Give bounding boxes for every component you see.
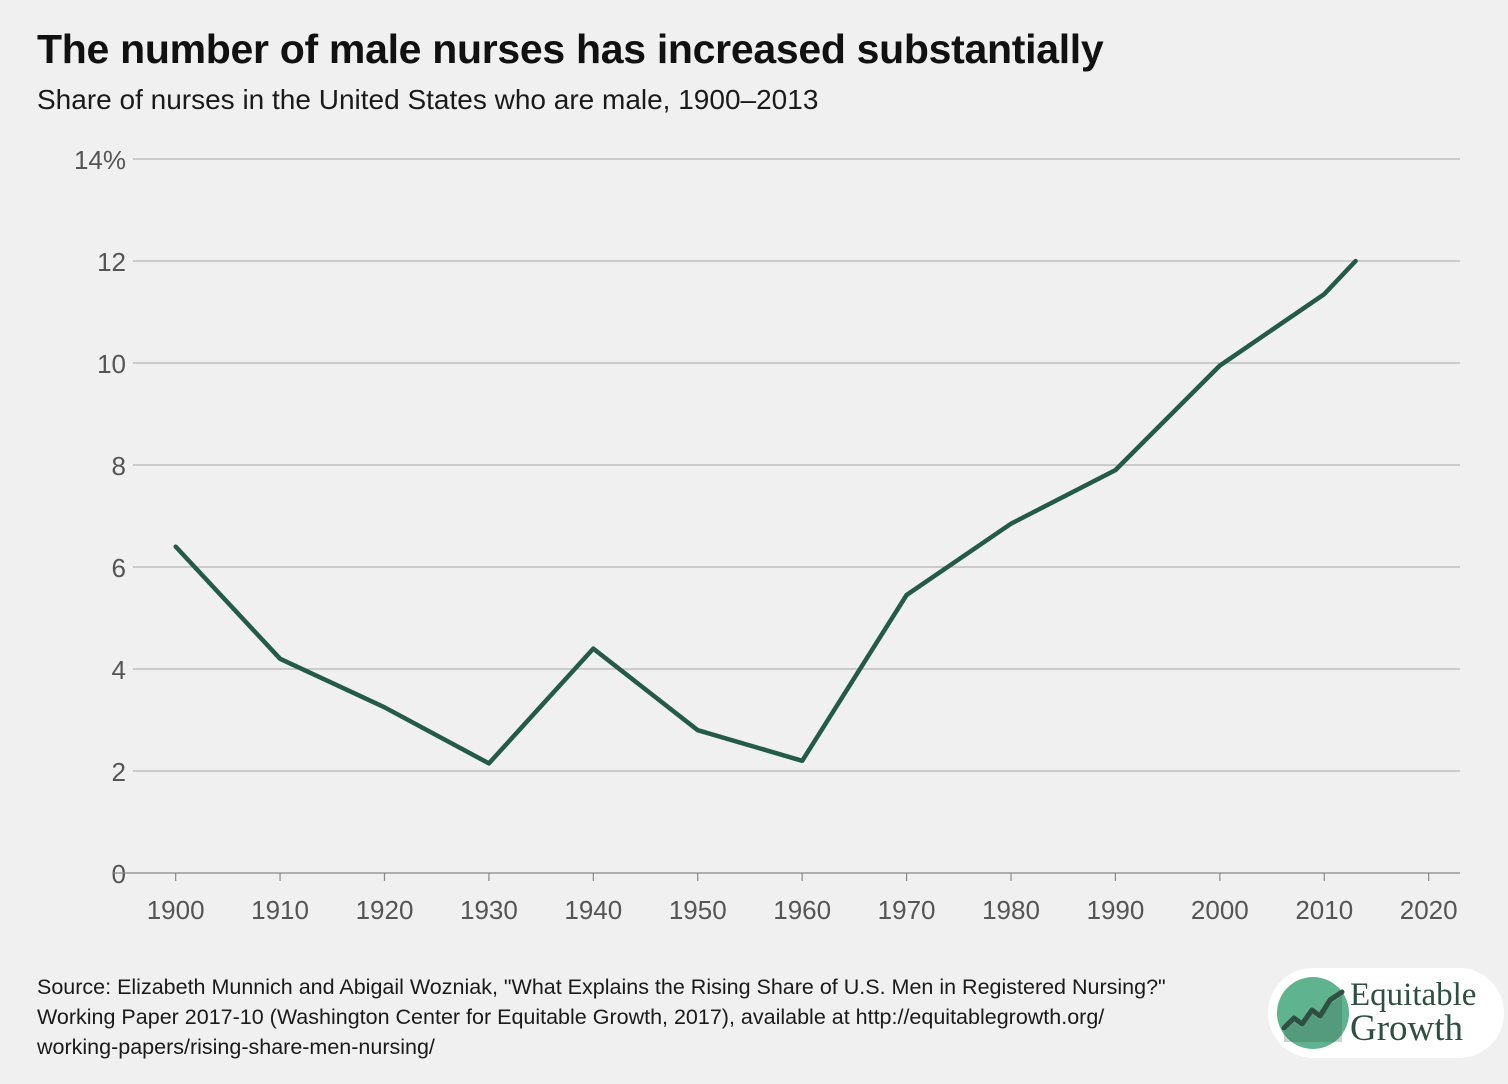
line-chart: 0 2 4 6 8 10 12 14% 1900 1910 1920 1930 1940 1950 1960… [74, 145, 1460, 925]
y-tick-label: 4 [112, 655, 126, 685]
x-tick-label: 1950 [669, 895, 727, 925]
x-tick-label: 1960 [773, 895, 831, 925]
x-tick-label: 1970 [878, 895, 936, 925]
y-tick-label: 6 [112, 553, 126, 583]
x-tick-label: 1920 [356, 895, 414, 925]
source-note: Source: Elizabeth Munnich and Abigail Wo… [37, 972, 1257, 1062]
logo-line-1: Equitable [1350, 977, 1477, 1013]
x-tick-label: 1900 [147, 895, 205, 925]
equitable-growth-logo: Equitable Growth [1268, 968, 1504, 1058]
y-tick-label: 12 [97, 247, 126, 277]
x-tick-label: 1990 [1086, 895, 1144, 925]
x-tick-label: 1910 [251, 895, 309, 925]
y-tick-label: 0 [112, 859, 126, 889]
y-tick-label: 8 [112, 451, 126, 481]
logo-line-2: Growth [1350, 1008, 1464, 1049]
chart-subtitle: Share of nurses in the United States who… [37, 84, 819, 115]
x-tick-label: 1940 [564, 895, 622, 925]
logo-wordmark: Equitable Growth [1350, 977, 1477, 1049]
y-tick-label: 14% [74, 145, 126, 175]
x-tick-label: 1930 [460, 895, 518, 925]
source-line-3: working-papers/rising-share-men-nursing/ [37, 1035, 435, 1059]
rising-line-chart-logo-icon [1277, 977, 1349, 1049]
x-tick-label: 1980 [982, 895, 1040, 925]
source-line-2: Working Paper 2017-10 (Washington Center… [37, 1005, 1105, 1029]
source-line-1: Source: Elizabeth Munnich and Abigail Wo… [37, 975, 1166, 999]
x-tick-label: 2010 [1295, 895, 1353, 925]
x-tick-label: 2020 [1400, 895, 1458, 925]
x-tick-label: 2000 [1191, 895, 1249, 925]
y-tick-label: 10 [97, 349, 126, 379]
series-line [173, 258, 1358, 766]
y-tick-label: 2 [112, 757, 126, 787]
chart-title: The number of male nurses has increased … [37, 26, 1104, 72]
